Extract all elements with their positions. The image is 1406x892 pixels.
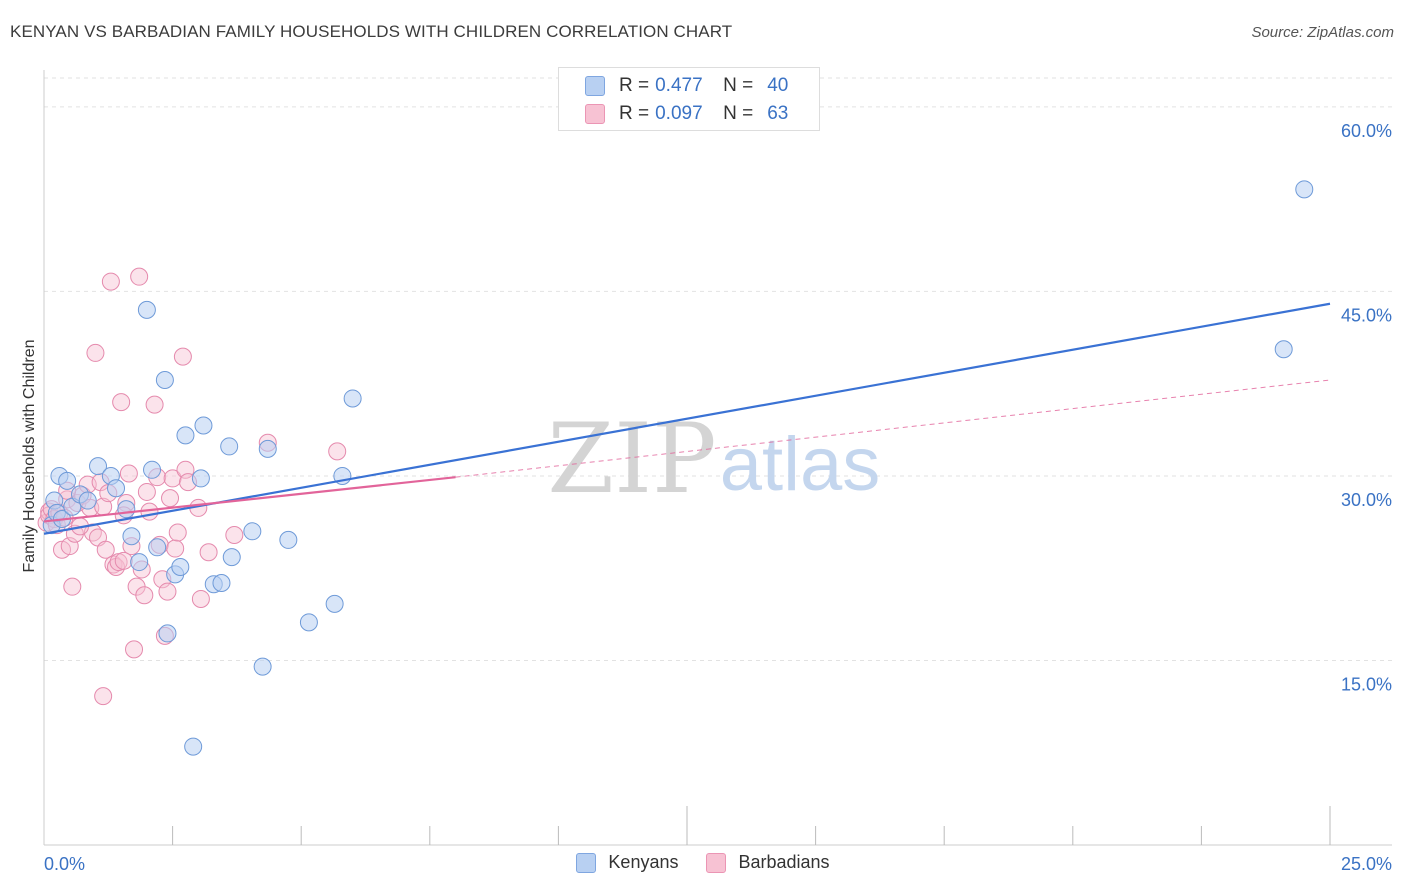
barbadian-point [135, 586, 154, 605]
axes [43, 70, 1392, 846]
barbadian-point [125, 640, 144, 659]
kenyans-swatch-icon [585, 76, 605, 96]
kenyan-point [194, 416, 213, 435]
kenyan-point [279, 530, 298, 549]
barbadians-legend-icon [706, 852, 727, 873]
kenyan-point [78, 491, 97, 510]
barbadian-point [166, 539, 185, 558]
legend-row-kenyans: R = 0.477 N = 40 [585, 74, 788, 98]
barbadian-point [145, 395, 164, 414]
barbadian-point [161, 489, 180, 508]
barbadian-point [191, 589, 210, 608]
barbadian-point [225, 526, 244, 544]
barbadian-point [119, 464, 138, 483]
kenyans-legend-icon [576, 852, 597, 873]
legend-n-label: N = [723, 75, 754, 96]
legend-label-kenyans: Kenyans [608, 852, 679, 872]
kenyan-point [184, 737, 203, 756]
kenyan-point [243, 522, 262, 541]
kenyan-point [137, 300, 156, 319]
kenyan-point [222, 548, 241, 567]
legend-row-barbadians: R = 0.097 N = 63 [585, 102, 788, 126]
watermark: ZIP atlas [547, 403, 880, 515]
y-tick-label: 60.0% [1341, 121, 1392, 141]
barbadian-point [137, 482, 156, 501]
kenyans-trend-line [43, 302, 1331, 535]
kenyan-point [253, 657, 272, 676]
barbadian-point [173, 347, 192, 366]
barbadian-point [130, 267, 149, 286]
kenyan-point [220, 437, 239, 456]
y-tick-label: 30.0% [1341, 490, 1392, 510]
legend-r-value: 0.477 [655, 75, 703, 96]
legend-n-value: 40 [767, 75, 789, 96]
kenyan-point [343, 389, 362, 408]
barbadian-point [112, 393, 131, 412]
barbadians-trend-line [43, 476, 456, 523]
kenyan-point [117, 500, 136, 519]
kenyan-point [325, 594, 344, 613]
barbadian-point [199, 543, 218, 562]
barbadian-point [328, 442, 347, 461]
kenyan-point [299, 613, 318, 632]
trend-lines [43, 302, 1331, 535]
legend-item-kenyans[interactable]: Kenyans [576, 852, 678, 873]
barbadian-point [96, 540, 115, 559]
barbadian-point [86, 343, 105, 362]
data-points [37, 180, 1314, 756]
watermark-zip: ZIP [547, 403, 716, 515]
kenyan-point [148, 538, 167, 557]
barbadian-point [94, 687, 113, 706]
x-tick-label: 25.0% [1341, 854, 1392, 874]
x-tick-label: 0.0% [44, 854, 85, 874]
grid-lines [44, 77, 1392, 661]
legend-item-barbadians[interactable]: Barbadians [706, 852, 830, 873]
watermark-atlas: atlas [720, 422, 881, 507]
barbadians-trend-extension [455, 379, 1331, 478]
kenyan-point [258, 439, 277, 458]
kenyan-point [143, 460, 162, 479]
kenyan-point [171, 557, 190, 576]
kenyan-point [155, 371, 174, 389]
kenyan-point [158, 624, 177, 643]
barbadian-point [101, 272, 120, 291]
legend-r-label: R = [619, 75, 650, 96]
kenyan-point [1274, 340, 1293, 359]
source-label: Source: ZipAtlas.com [1251, 24, 1394, 41]
legend-r-value: 0.097 [655, 103, 703, 124]
barbadians-swatch-icon [585, 104, 605, 124]
legend-r-label: R = [619, 103, 650, 124]
legend-n-value: 63 [767, 103, 789, 124]
barbadian-point [104, 555, 123, 574]
kenyan-point [89, 457, 108, 476]
chart-title: KENYAN VS BARBADIAN FAMILY HOUSEHOLDS WI… [10, 22, 733, 41]
legend-n-label: N = [723, 103, 754, 124]
kenyan-point [58, 471, 77, 490]
y-tick-label: 45.0% [1341, 305, 1392, 325]
stats-legend: R = 0.477 N = 40 R = 0.097 N = 63 [558, 67, 820, 131]
barbadian-point [63, 577, 82, 596]
kenyan-point [212, 573, 231, 592]
kenyan-point [191, 469, 210, 488]
barbadian-point [168, 523, 187, 542]
legend-label-barbadians: Barbadians [738, 852, 830, 872]
kenyan-point [122, 527, 141, 546]
kenyan-point [1295, 180, 1314, 199]
barbadian-point [163, 469, 182, 488]
y-tick-label: 15.0% [1341, 674, 1392, 694]
series-legend: Kenyans Barbadians [0, 852, 1406, 873]
kenyan-point [176, 426, 195, 445]
kenyan-point [130, 553, 149, 572]
kenyan-point [107, 479, 126, 498]
barbadian-point [158, 582, 177, 601]
tick-labels: 15.0% 30.0% 45.0% 60.0% 0.0% 25.0% [44, 121, 1392, 874]
